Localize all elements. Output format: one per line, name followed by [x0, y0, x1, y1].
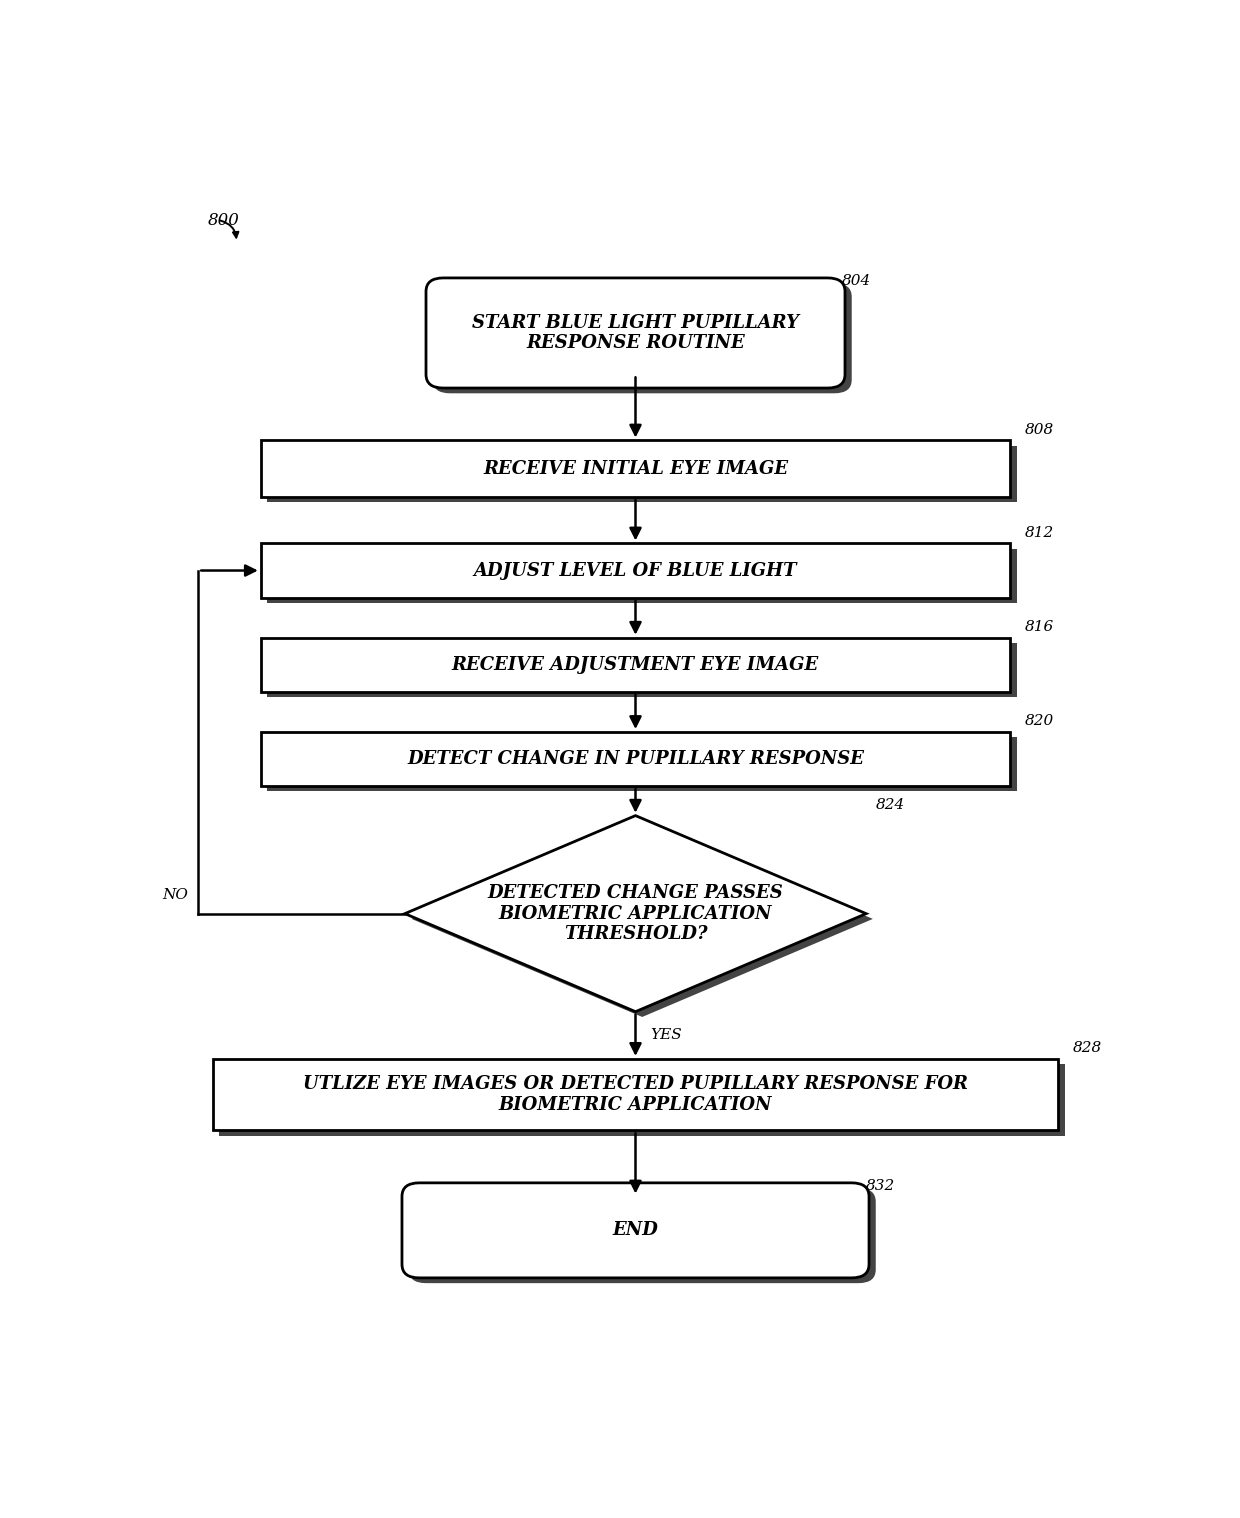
Bar — [260, 732, 1011, 786]
Text: 828: 828 — [1073, 1041, 1102, 1055]
Polygon shape — [412, 821, 873, 1017]
Text: 824: 824 — [875, 798, 905, 812]
FancyBboxPatch shape — [409, 1189, 875, 1283]
Text: NO: NO — [162, 888, 188, 902]
Text: 820: 820 — [1024, 713, 1054, 729]
FancyBboxPatch shape — [402, 1183, 869, 1278]
Text: 804: 804 — [842, 273, 872, 288]
Text: DETECT CHANGE IN PUPILLARY RESPONSE: DETECT CHANGE IN PUPILLARY RESPONSE — [407, 750, 864, 768]
Text: END: END — [613, 1222, 658, 1239]
Bar — [260, 543, 1011, 598]
Text: ADJUST LEVEL OF BLUE LIGHT: ADJUST LEVEL OF BLUE LIGHT — [474, 562, 797, 580]
Text: RECEIVE ADJUSTMENT EYE IMAGE: RECEIVE ADJUSTMENT EYE IMAGE — [451, 656, 820, 674]
Text: UTLIZE EYE IMAGES OR DETECTED PUPILLARY RESPONSE FOR
BIOMETRIC APPLICATION: UTLIZE EYE IMAGES OR DETECTED PUPILLARY … — [303, 1075, 968, 1114]
Text: 816: 816 — [1024, 619, 1054, 635]
Text: 808: 808 — [1024, 422, 1054, 437]
Bar — [260, 638, 1011, 692]
Polygon shape — [404, 815, 867, 1011]
FancyBboxPatch shape — [433, 284, 852, 393]
Bar — [219, 1064, 1065, 1135]
FancyBboxPatch shape — [427, 278, 844, 389]
Bar — [260, 440, 1011, 496]
Text: 800: 800 — [208, 213, 239, 229]
Text: DETECTED CHANGE PASSES
BIOMETRIC APPLICATION
THRESHOLD?: DETECTED CHANGE PASSES BIOMETRIC APPLICA… — [487, 883, 784, 944]
Text: YES: YES — [650, 1028, 682, 1043]
Text: 812: 812 — [1024, 525, 1054, 539]
Text: START BLUE LIGHT PUPILLARY
RESPONSE ROUTINE: START BLUE LIGHT PUPILLARY RESPONSE ROUT… — [472, 314, 799, 352]
Bar — [268, 738, 1017, 791]
Bar — [268, 446, 1017, 502]
Text: RECEIVE INITIAL EYE IMAGE: RECEIVE INITIAL EYE IMAGE — [482, 460, 789, 478]
Bar — [213, 1060, 1059, 1131]
Bar — [268, 548, 1017, 603]
Bar — [268, 644, 1017, 697]
Text: 832: 832 — [867, 1178, 895, 1193]
